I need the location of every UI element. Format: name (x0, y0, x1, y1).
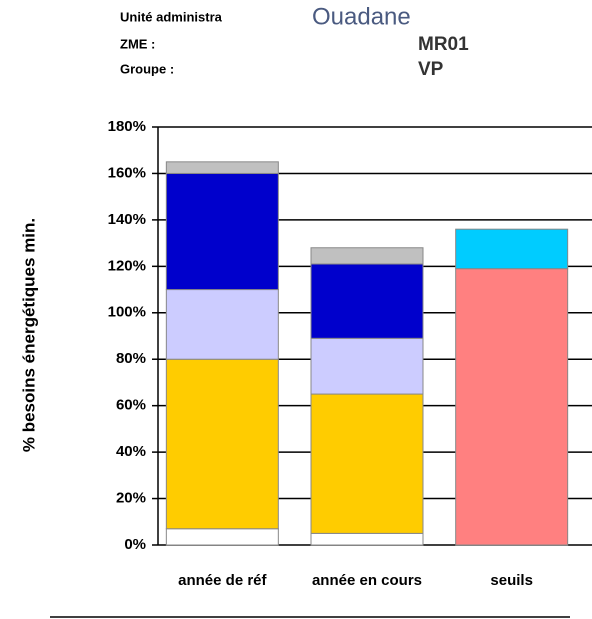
bar-segment (455, 268, 569, 546)
y-tick-label: 40% (116, 443, 146, 460)
group-value: VP (418, 59, 444, 80)
zme-label: ZME : (120, 36, 155, 51)
zme-value: MR01 (418, 34, 469, 55)
y-tick-label: 160% (108, 164, 146, 181)
bar-segment (310, 337, 424, 395)
y-tick-label: 60% (116, 397, 146, 414)
bar-segment (310, 247, 424, 265)
x-tick-label: année en cours (311, 572, 423, 589)
bar-segment (165, 161, 279, 174)
y-tick-label: 100% (108, 304, 146, 321)
y-axis-title: % besoins énergétiques min. (19, 218, 38, 452)
bar-segment (165, 289, 279, 360)
bar-segment (310, 393, 424, 534)
group-label: Groupe : (120, 61, 174, 76)
y-tick-label: 0% (124, 536, 146, 553)
bar-segment (310, 532, 424, 546)
bar-segment (310, 263, 424, 339)
bar-segment (455, 228, 569, 270)
bar-segment (165, 358, 279, 530)
y-tick-label: 80% (116, 350, 146, 367)
y-tick-label: 140% (108, 211, 146, 228)
x-tick-label: année de réf (178, 572, 267, 589)
x-tick-label: seuils (490, 572, 533, 589)
unit-label: Unité administra (120, 9, 223, 24)
y-tick-label: 180% (108, 118, 146, 135)
bar-segment (165, 528, 279, 546)
y-tick-label: 120% (108, 257, 146, 274)
y-tick-label: 20% (116, 490, 146, 507)
bar-segment (165, 172, 279, 291)
unit-value: Ouadane (312, 3, 411, 30)
